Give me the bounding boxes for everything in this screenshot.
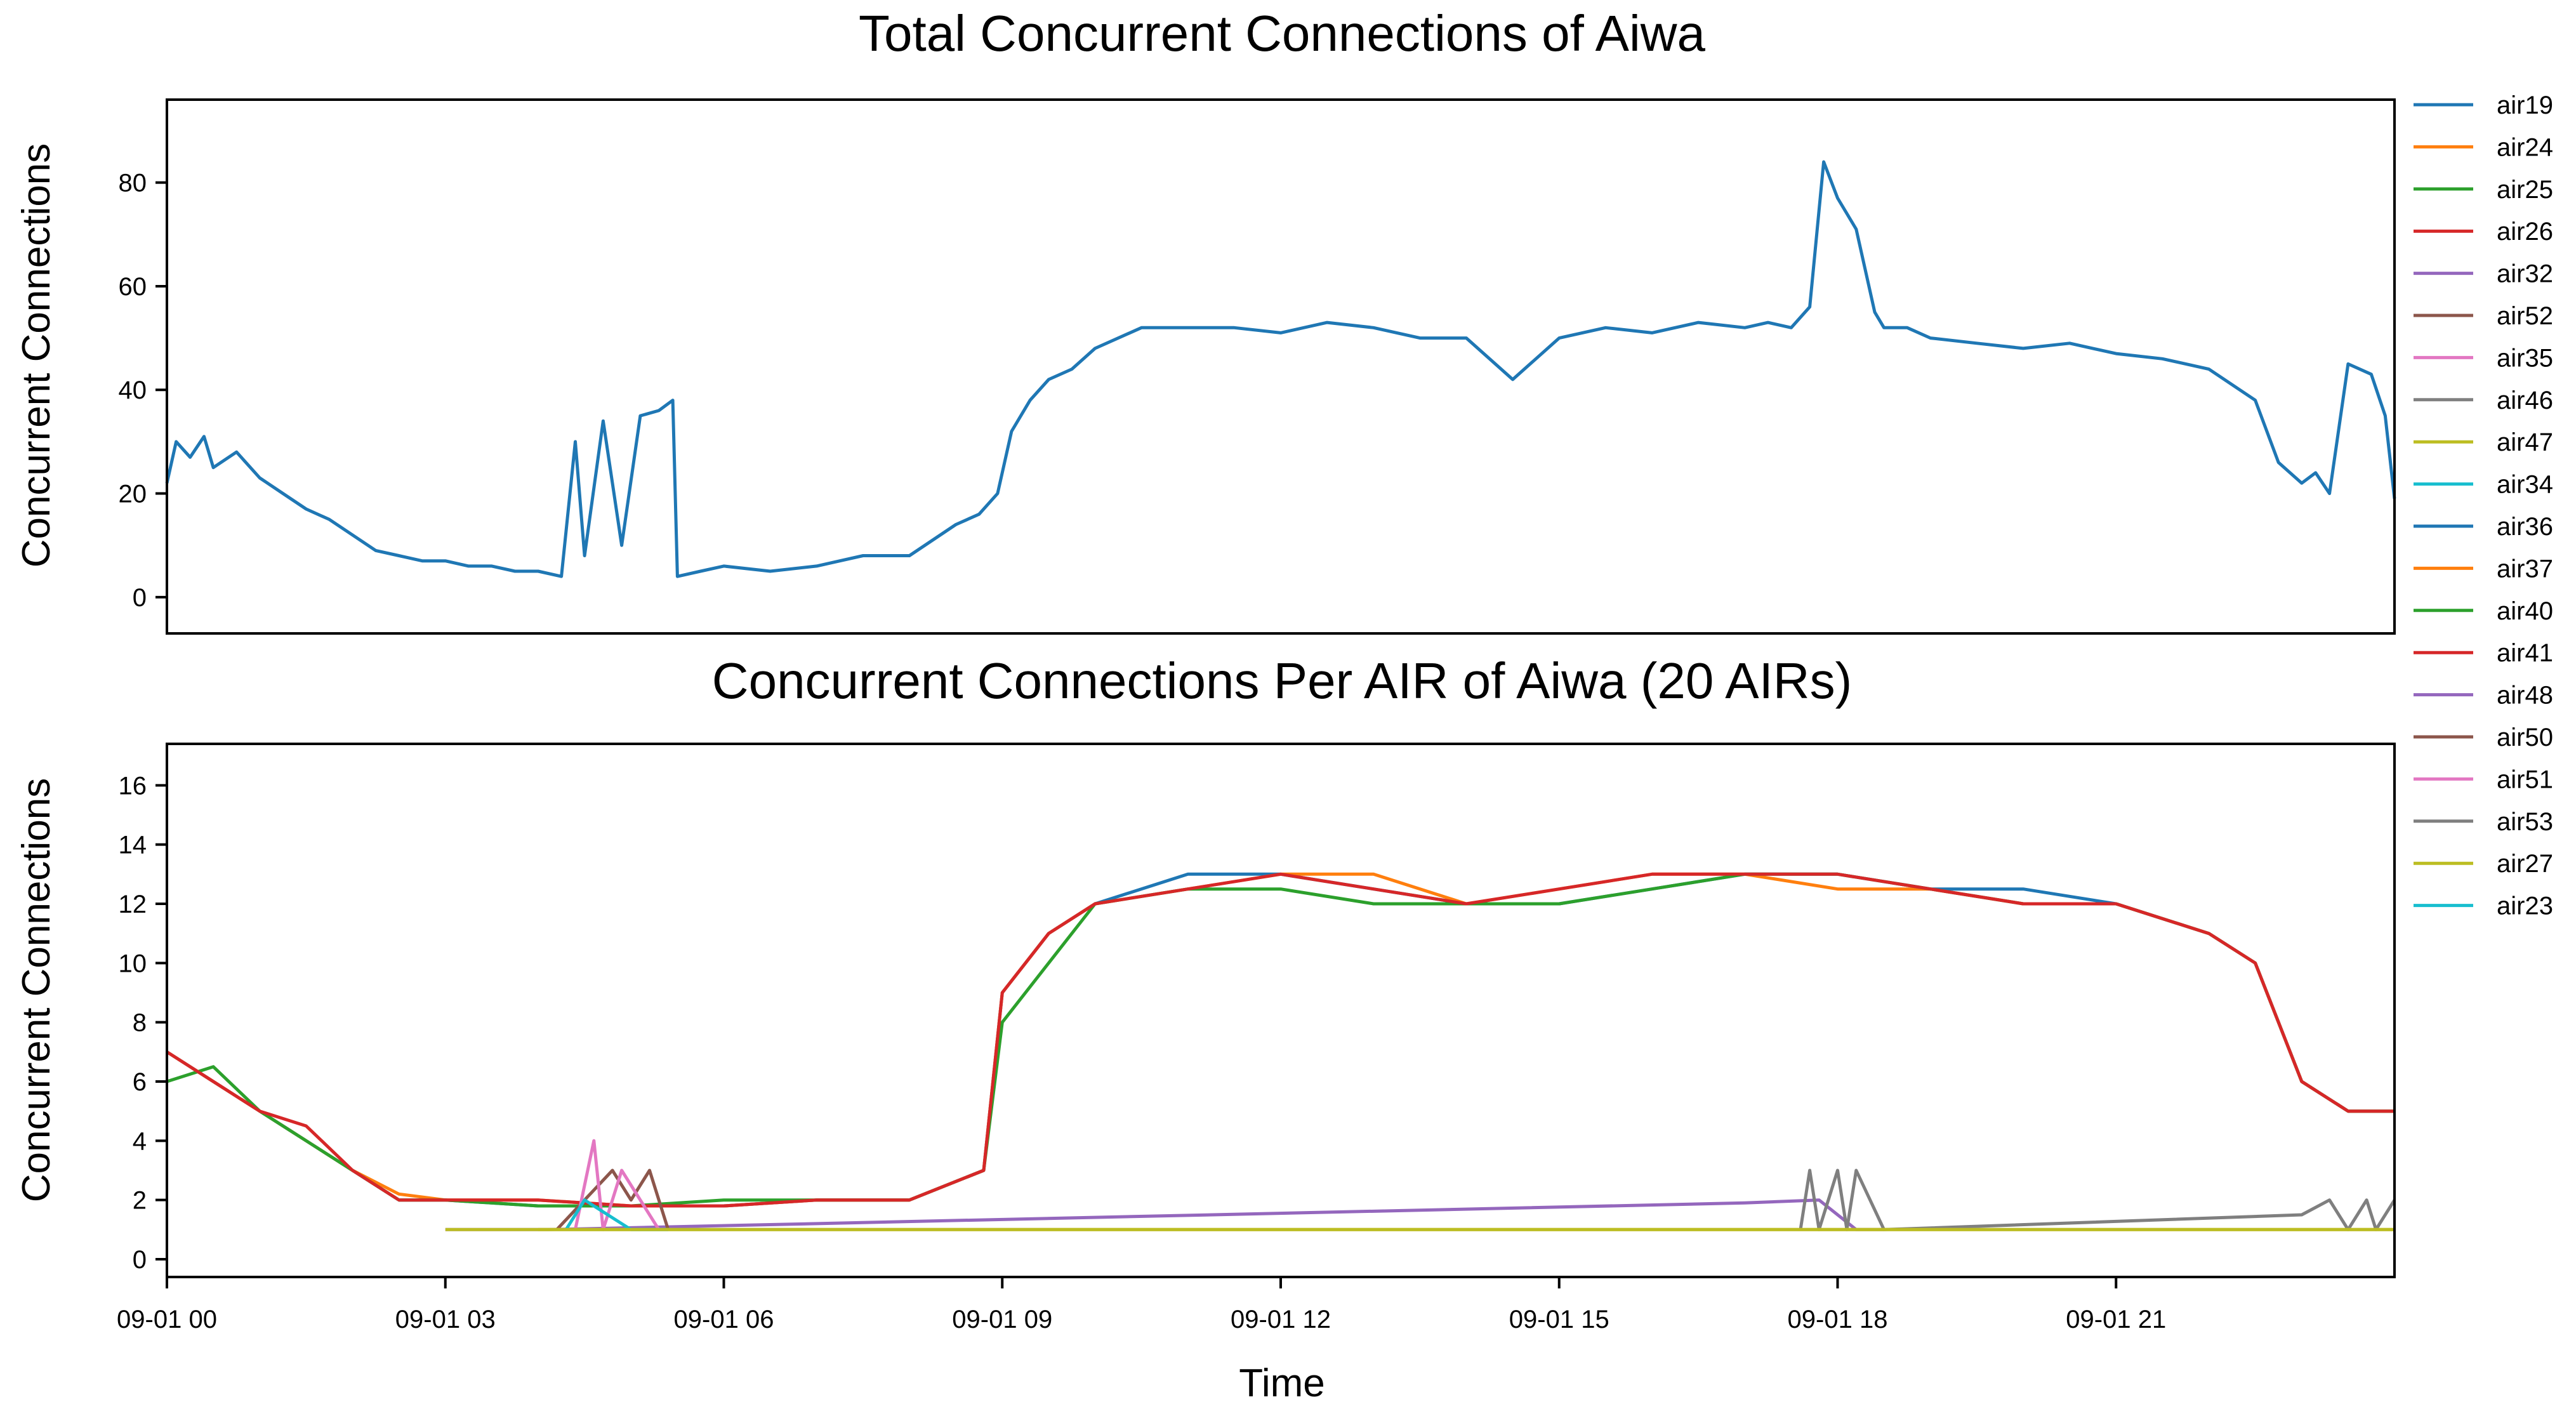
legend-label-air53: air53: [2497, 808, 2553, 836]
bottom-series-line-air26: [166, 872, 2394, 1208]
legend-label-air34: air34: [2497, 471, 2553, 499]
x-tick-label: 09-01 15: [1509, 1306, 1609, 1333]
top-y-tick-label: 40: [119, 376, 147, 404]
legend-label-air25: air25: [2497, 176, 2553, 204]
bottom-plot-area: [166, 872, 2396, 1231]
bottom-series-line-air35: [574, 1139, 661, 1231]
bottom-y-tick-label: 16: [119, 772, 147, 800]
legend-label-air47: air47: [2497, 428, 2553, 456]
legend-label-air48: air48: [2497, 682, 2553, 710]
bottom-axes-frame: [166, 743, 2396, 1278]
legend-label-air51: air51: [2497, 765, 2553, 793]
top-y-tick-label: 0: [133, 584, 147, 612]
bottom-series-line-air46: [1799, 1168, 2396, 1231]
top-y-tick-label: 80: [119, 169, 147, 197]
legend-label-air26: air26: [2497, 218, 2553, 246]
top-plot-area: [165, 160, 2396, 578]
bottom-y-ticks: 0 2 4 6 8 10 12 14 16: [119, 772, 167, 1274]
legend-label-air46: air46: [2497, 387, 2553, 414]
legend-label-air41: air41: [2497, 639, 2553, 667]
legend-label-air50: air50: [2497, 724, 2553, 751]
top-y-tick-label: 20: [119, 480, 147, 508]
legend-label-air32: air32: [2497, 260, 2553, 288]
x-tick-label: 09-01 12: [1231, 1306, 1331, 1333]
x-tick-label: 09-01 00: [117, 1306, 217, 1333]
top-chart-title: Total Concurrent Connections of Aiwa: [859, 5, 1706, 62]
legend-label-air36: air36: [2497, 513, 2553, 541]
bottom-y-tick-label: 14: [119, 831, 147, 859]
top-axes-frame: [166, 98, 2396, 635]
legend-label-air24: air24: [2497, 133, 2553, 161]
bottom-y-tick-label: 4: [133, 1127, 147, 1155]
x-axis-label: Time: [1239, 1361, 1324, 1405]
legend-label-air27: air27: [2497, 850, 2553, 878]
bottom-y-tick-label: 10: [119, 950, 147, 977]
bottom-x-ticks: 09-01 00 09-01 03 09-01 06 09-01 09 09-01 12…: [117, 1277, 2166, 1333]
x-tick-label: 09-01 21: [2066, 1306, 2166, 1333]
x-tick-label: 09-01 03: [395, 1306, 496, 1333]
bottom-y-tick-label: 8: [133, 1009, 147, 1037]
x-tick-label: 09-01 18: [1788, 1306, 1888, 1333]
top-y-ticks: 0 20 40 60 80: [119, 169, 167, 612]
x-tick-label: 09-01 06: [674, 1306, 774, 1333]
bottom-y-tick-label: 0: [133, 1246, 147, 1274]
legend-label-air35: air35: [2497, 344, 2553, 372]
top-series-line-0: [165, 160, 2396, 578]
bottom-y-tick-label: 6: [133, 1068, 147, 1096]
legend: air19 air24 air25 air26 air32 air52 air35 air46…: [2414, 91, 2553, 920]
x-tick-label: 09-01 09: [952, 1306, 1052, 1333]
top-y-tick-label: 60: [119, 273, 147, 301]
legend-label-air52: air52: [2497, 302, 2553, 330]
bottom-chart-title: Concurrent Connections Per AIR of Aiwa (…: [712, 652, 1852, 709]
legend-label-air23: air23: [2497, 892, 2553, 920]
bottom-y-tick-label: 12: [119, 890, 147, 918]
legend-label-air37: air37: [2497, 555, 2553, 583]
top-y-axis-label: Concurrent Connections: [15, 143, 58, 568]
legend-label-air40: air40: [2497, 597, 2553, 625]
bottom-y-tick-label: 2: [133, 1187, 147, 1215]
bottom-y-axis-label: Concurrent Connections: [15, 778, 58, 1203]
legend-label-air19: air19: [2497, 91, 2553, 119]
